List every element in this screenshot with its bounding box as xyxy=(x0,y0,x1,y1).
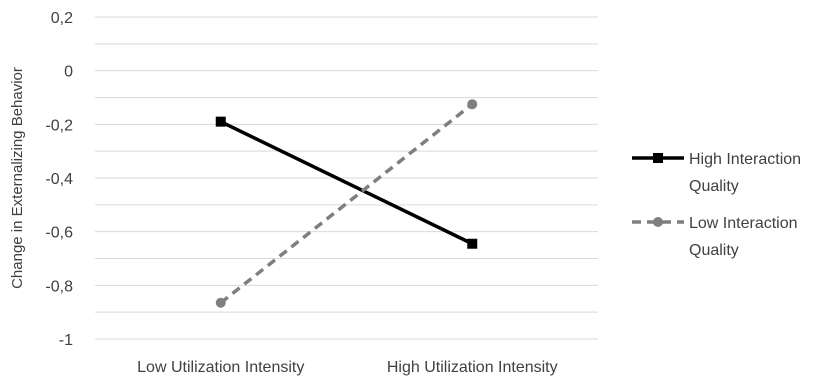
legend-label: Low Interaction xyxy=(689,215,798,232)
gridlines xyxy=(95,16,598,340)
y-tick-label: -0,6 xyxy=(45,225,73,242)
x-tick-label: High Utilization Intensity xyxy=(387,359,558,376)
legend-marker-square xyxy=(653,153,663,163)
legend: High Interaction Quality Low Interaction Qu… xyxy=(632,151,801,259)
y-axis-ticks: 0,2 0 -0,2 -0,4 -0,6 -0,8 -1 xyxy=(45,10,73,349)
y-tick-label: -1 xyxy=(59,332,73,349)
series-line xyxy=(219,120,474,246)
x-tick-label: Low Utilization Intensity xyxy=(137,359,304,376)
data-point-circle xyxy=(215,297,226,308)
y-tick-label: -0,2 xyxy=(45,117,73,134)
y-tick-label: 0,2 xyxy=(51,10,73,27)
data-point-square xyxy=(215,116,226,127)
legend-label: High Interaction xyxy=(689,151,801,168)
data-point-square xyxy=(467,238,478,249)
x-axis-ticks: Low Utilization Intensity High Utilizatio… xyxy=(137,359,557,376)
y-tick-label: 0 xyxy=(64,64,73,81)
legend-marker-circle xyxy=(653,217,663,227)
data-point-circle xyxy=(467,99,478,110)
y-tick-label: -0,4 xyxy=(45,171,73,188)
legend-label: Quality xyxy=(689,242,739,259)
legend-label: Quality xyxy=(689,178,739,195)
y-tick-label: -0,8 xyxy=(45,278,73,295)
y-axis-title: Change in Externalizing Behavior xyxy=(9,67,26,289)
series-group xyxy=(215,99,478,308)
series-line xyxy=(219,102,474,305)
